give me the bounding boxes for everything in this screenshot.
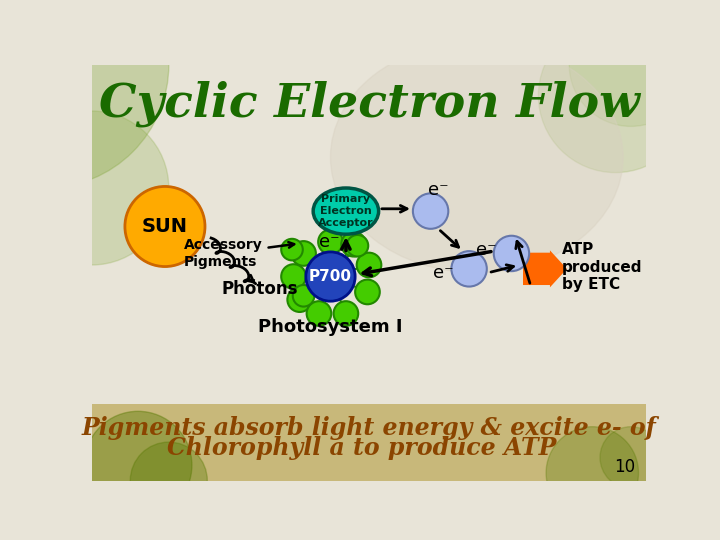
Circle shape (291, 241, 316, 266)
Circle shape (15, 111, 168, 265)
Circle shape (539, 18, 693, 173)
Circle shape (494, 236, 529, 271)
Circle shape (333, 301, 359, 326)
Circle shape (570, 3, 693, 126)
Ellipse shape (313, 188, 379, 234)
Circle shape (451, 251, 487, 287)
Circle shape (125, 186, 205, 267)
Circle shape (546, 427, 639, 519)
Circle shape (600, 427, 662, 488)
Circle shape (307, 301, 331, 326)
Ellipse shape (330, 42, 623, 273)
Circle shape (413, 193, 449, 229)
FancyArrow shape (523, 251, 567, 287)
Circle shape (341, 232, 366, 256)
Text: e⁻: e⁻ (319, 233, 339, 251)
Circle shape (0, 0, 168, 188)
Text: e⁻: e⁻ (428, 180, 449, 199)
Text: P700: P700 (309, 269, 352, 284)
Circle shape (130, 442, 207, 519)
Text: Cyclic Electron Flow: Cyclic Electron Flow (99, 80, 639, 126)
Circle shape (306, 252, 355, 301)
Text: ATP
produced
by ETC: ATP produced by ETC (562, 242, 642, 292)
Text: Photons: Photons (221, 280, 297, 299)
Text: Accessory
Pigments: Accessory Pigments (184, 238, 294, 268)
Text: Photosystem I: Photosystem I (258, 318, 402, 335)
Circle shape (287, 287, 312, 312)
Text: e⁻: e⁻ (433, 264, 454, 282)
Circle shape (293, 285, 315, 307)
Text: 10: 10 (614, 458, 636, 476)
Text: Chlorophyll a to produce ATP: Chlorophyll a to produce ATP (166, 436, 556, 460)
Circle shape (282, 264, 306, 289)
Circle shape (355, 280, 379, 304)
Text: e⁻: e⁻ (477, 241, 497, 259)
Circle shape (282, 239, 303, 260)
Circle shape (318, 230, 343, 254)
Circle shape (84, 411, 192, 519)
Bar (92, 403, 647, 481)
Circle shape (356, 253, 382, 278)
Text: Pigments absorb light energy & excite e- of: Pigments absorb light energy & excite e-… (81, 416, 657, 440)
Text: Primary
Electron
Acceptor: Primary Electron Acceptor (318, 194, 374, 228)
Circle shape (346, 235, 368, 256)
Text: SUN: SUN (142, 217, 188, 236)
